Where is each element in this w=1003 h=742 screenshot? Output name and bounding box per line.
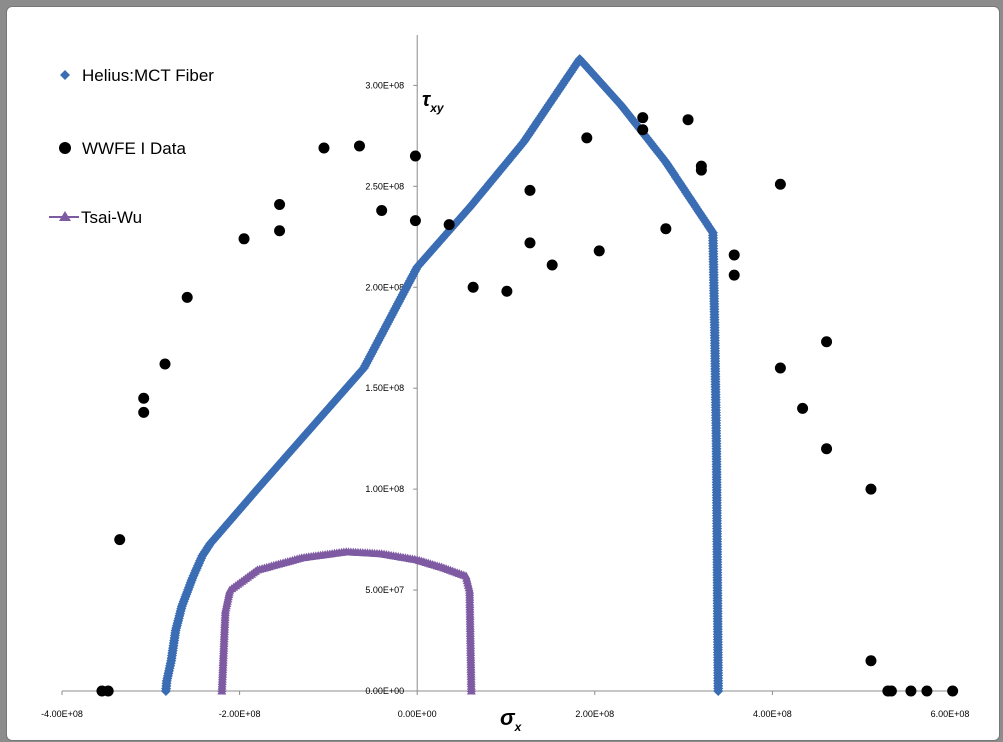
y-axis-title: τxy (422, 89, 445, 115)
legend-label: Helius:MCT Fiber (82, 66, 214, 85)
y-tick-label: 2.50E+08 (365, 181, 404, 191)
y-tick-label: 0.00E+00 (365, 686, 404, 696)
legend-item: WWFE I Data (59, 139, 186, 158)
data-point (947, 685, 959, 697)
data-point (467, 281, 479, 293)
data-point (238, 233, 250, 245)
data-point (159, 358, 171, 370)
y-tick-label: 2.00E+08 (365, 282, 404, 292)
x-axis-title: σx (500, 705, 523, 734)
legend-marker (60, 70, 70, 80)
data-point (524, 237, 536, 249)
data-point (865, 483, 877, 495)
data-point (581, 132, 593, 144)
data-point (905, 685, 917, 697)
legend-label: Tsai-Wu (81, 208, 142, 227)
data-point (274, 225, 286, 237)
data-point (728, 249, 740, 261)
y-tick-label: 5.00E+07 (365, 585, 404, 595)
data-point (501, 285, 513, 297)
data-point (593, 245, 605, 257)
x-tick-label: 4.00E+08 (753, 709, 792, 719)
axes: -4.00E+08 -2.00E+08 0.00E+00 2.00E+08 4.00E+… (41, 35, 969, 719)
data-point (885, 685, 897, 697)
y-tick-label: 3.00E+08 (365, 80, 404, 90)
data-point (728, 269, 740, 281)
data-point (353, 140, 365, 152)
y-tick-group: 0.00E+00 5.00E+07 1.00E+08 1.50E+08 2.00E+08… (365, 80, 418, 696)
data-point (274, 198, 286, 210)
series-helius-mct-fiber (160, 54, 724, 696)
data-point (138, 406, 150, 418)
series-layer (96, 54, 959, 697)
legend-marker (59, 211, 71, 221)
data-point (318, 142, 330, 154)
data-point (637, 112, 649, 124)
data-point (695, 160, 707, 172)
data-point (660, 223, 672, 235)
data-point (466, 686, 476, 695)
data-point (865, 655, 877, 667)
data-point (797, 402, 809, 414)
x-tick-label: -4.00E+08 (41, 709, 83, 719)
data-point (774, 362, 786, 374)
data-point (637, 124, 649, 136)
x-tick-label: -2.00E+08 (219, 709, 261, 719)
data-point (114, 534, 126, 546)
data-point (376, 205, 388, 217)
y-tick-label: 1.50E+08 (365, 383, 404, 393)
data-point (546, 259, 558, 271)
data-point (774, 178, 786, 190)
data-point (921, 685, 933, 697)
data-point (821, 336, 833, 348)
data-point (409, 215, 421, 227)
data-point (181, 291, 193, 303)
x-tick-label: 2.00E+08 (575, 709, 614, 719)
data-point (524, 184, 536, 196)
data-point (102, 685, 114, 697)
legend-item: Helius:MCT Fiber (60, 66, 214, 85)
chart-area (6, 6, 1000, 741)
data-point (682, 114, 694, 126)
legend-label: WWFE I Data (82, 139, 186, 158)
x-tick-label: 0.00E+00 (398, 709, 437, 719)
y-tick-label: 1.00E+08 (365, 484, 404, 494)
data-point (821, 443, 833, 455)
legend-item: Tsai-Wu (49, 208, 142, 227)
data-point (409, 150, 421, 162)
series-wwfe-i-data (96, 112, 959, 697)
legend: Helius:MCT Fiber WWFE I Data Tsai-Wu (49, 66, 214, 227)
legend-marker (59, 142, 71, 154)
series-tsai-wu (217, 547, 476, 695)
data-point (138, 392, 150, 404)
data-point (443, 219, 455, 231)
x-tick-label: 6.00E+08 (931, 709, 970, 719)
data-point (713, 686, 724, 696)
